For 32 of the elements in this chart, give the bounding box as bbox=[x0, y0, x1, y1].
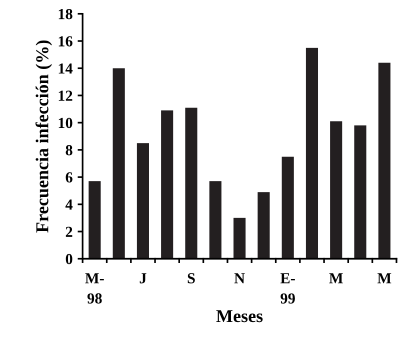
bar bbox=[354, 125, 366, 259]
bar bbox=[282, 156, 294, 259]
bar bbox=[161, 110, 174, 259]
y-tick-label: 16 bbox=[58, 36, 72, 46]
x-tick-label: S bbox=[188, 273, 195, 284]
y-tick-label: 10 bbox=[58, 118, 72, 128]
y-tick-label: 14 bbox=[58, 63, 73, 74]
y-tick-label: 6 bbox=[66, 172, 72, 183]
y-tick-label: 18 bbox=[58, 8, 72, 20]
x-tick-label: M- 98 bbox=[85, 273, 104, 304]
y-tick-label: 4 bbox=[65, 200, 73, 210]
bar bbox=[234, 218, 246, 259]
x-tick-label: M bbox=[377, 273, 392, 284]
bar bbox=[306, 48, 318, 259]
y-tick-label: 0 bbox=[66, 254, 72, 264]
bar bbox=[209, 181, 222, 259]
bar bbox=[378, 62, 390, 259]
bar bbox=[330, 121, 342, 259]
y-tick-label: 2 bbox=[66, 226, 72, 237]
x-tick-label: E- 99 bbox=[280, 273, 295, 304]
bar bbox=[88, 181, 101, 259]
y-axis-title: Frecuencia infección (%) bbox=[35, 40, 52, 233]
bar bbox=[258, 192, 270, 259]
y-tick-label: 8 bbox=[66, 145, 72, 156]
x-tick-label: J bbox=[140, 273, 146, 284]
bar bbox=[185, 108, 198, 259]
x-tick-label: N bbox=[234, 273, 245, 284]
x-axis-title: Meses bbox=[216, 310, 263, 322]
bar bbox=[136, 143, 149, 259]
bar bbox=[112, 68, 125, 259]
x-tick-label: M bbox=[329, 273, 343, 284]
y-tick-label: 12 bbox=[58, 90, 72, 101]
